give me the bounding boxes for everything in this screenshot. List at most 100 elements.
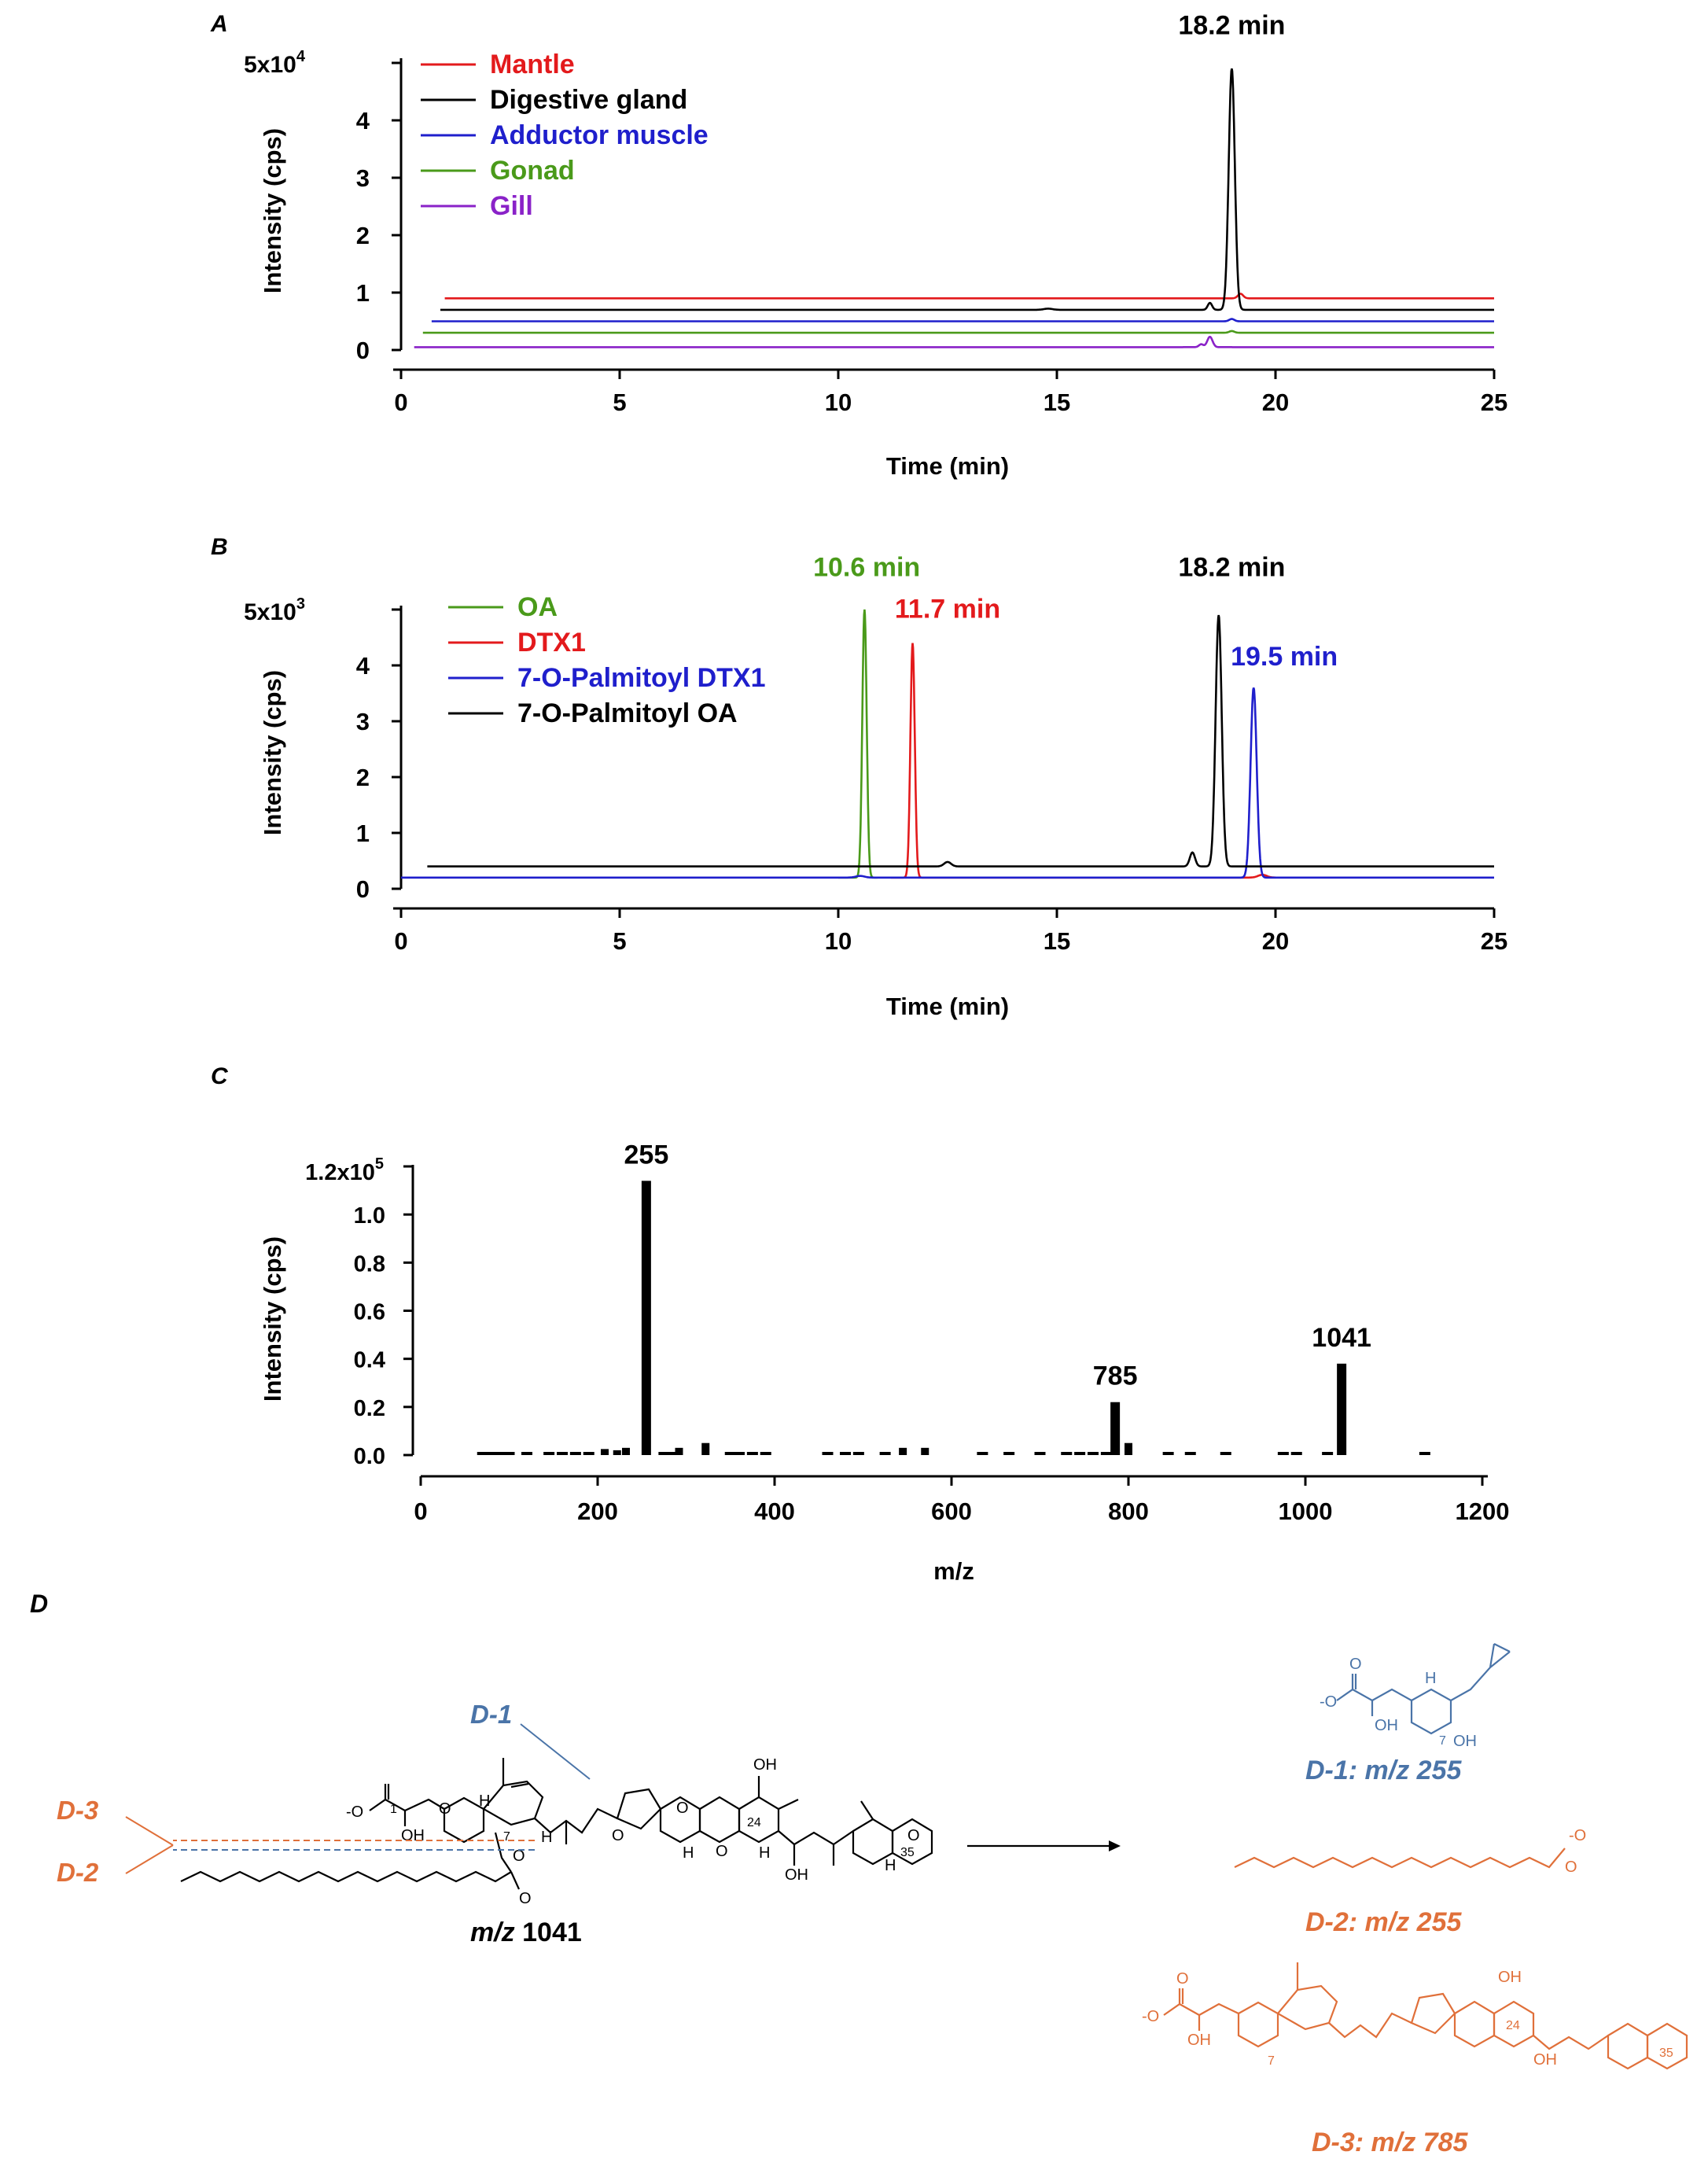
parent-atom-o-ring3: O [676, 1800, 689, 1817]
legend-entry: Digestive gland [490, 85, 687, 115]
parent-atom-h-4: H [759, 1844, 770, 1862]
noise-bar [823, 1452, 834, 1455]
noise-bar [1291, 1452, 1302, 1455]
parent-atom-o-thf: O [612, 1827, 624, 1844]
y-tick-label: 4 [356, 107, 370, 134]
x-tick-label: 0 [394, 389, 407, 416]
d3-atom-o-minus: -O [1142, 2008, 1159, 2025]
parent-atom-o-carbonyl: O [519, 1890, 532, 1907]
parent-ring-4 [700, 1797, 739, 1842]
y-tick-label: 2 [356, 222, 370, 249]
d3-atom-oh: OH [1187, 2032, 1211, 2049]
x-tick-label: 20 [1262, 927, 1289, 955]
noise-bar [1101, 1452, 1112, 1455]
spectrum-bar [701, 1443, 709, 1455]
parent-atom-oh-2: OH [753, 1756, 777, 1774]
panel-a-legend: Mantle Digestive gland Adductor muscle Gona… [421, 50, 709, 221]
x-tick-label: 10 [825, 389, 852, 416]
parent-atom-o-ring7: O [907, 1827, 920, 1844]
noise-bar [840, 1452, 851, 1455]
d3-atom-c24: 24 [1506, 2019, 1520, 2032]
noise-bar [1278, 1452, 1289, 1455]
y-tick-label: 1 [356, 279, 370, 307]
parent-carboxyl-bond [370, 1784, 385, 1811]
peak-annotation: 18.2 min [1178, 11, 1285, 41]
legend-entry: Mantle [490, 50, 575, 79]
parent-atom-h-1: H [479, 1792, 490, 1810]
noise-bar [1035, 1452, 1046, 1455]
series-line-dtx1 [891, 643, 1275, 878]
d2-caption: D-2: m/z 255 [1305, 1907, 1462, 1937]
noise-bar [668, 1452, 679, 1455]
noise-bar [504, 1452, 515, 1455]
spectrum-bar [1337, 1364, 1346, 1455]
legend-entry: 7-O-Palmitoyl DTX1 [517, 663, 766, 693]
d1-atom-h: H [1425, 1670, 1436, 1687]
noise-bar [747, 1452, 758, 1455]
d2-atom-o-minus: -O [1569, 1827, 1586, 1844]
spectrum-bar [899, 1448, 907, 1455]
parent-exo-methylene [779, 1800, 798, 1809]
d1-atom-o: O [1349, 1656, 1362, 1673]
noise-bar [760, 1452, 771, 1455]
parent-ring6-methyl [861, 1801, 873, 1819]
y-tick-label: 0.0 [354, 1444, 385, 1469]
peak-annotation: 19.5 min [1231, 642, 1338, 672]
d3-atom-c35: 35 [1659, 2047, 1673, 2060]
legend-entry: DTX1 [517, 628, 586, 658]
x-tick-label: 400 [754, 1498, 795, 1525]
noise-bar [977, 1452, 988, 1455]
series-line-gonad [423, 331, 1494, 333]
parent-atom-labels: -O 1 OH O H 7 O O H O O O OH 24 H H OH H… [346, 1756, 920, 1907]
y-tick-label: 0 [356, 875, 370, 903]
spectrum-bar [921, 1448, 929, 1455]
x-tick-label: 5 [613, 927, 626, 955]
y-tick-label: 0.4 [354, 1348, 385, 1373]
panel-b-label: B [211, 534, 228, 560]
panel-c-peak-labels: 255 785 1041 [624, 1140, 1371, 1391]
panel-b: B 01234 0 5 10 15 20 25 5x103 Time (min) Inte… [211, 534, 1507, 1020]
legend-entry: 7-O-Palmitoyl OA [517, 698, 738, 728]
x-tick-label: 15 [1044, 927, 1070, 955]
parent-atom-oh-3: OH [785, 1866, 808, 1884]
panel-a: A 01234 0 5 10 15 20 25 5x104 Time (min) Inte… [210, 11, 1507, 481]
spectrum-bar [613, 1450, 621, 1455]
noise-bar [1220, 1452, 1231, 1455]
noise-bar [1419, 1452, 1430, 1455]
y-tick-label: 1 [356, 820, 370, 847]
parent-chain-tail [779, 1831, 853, 1844]
panel-b-annotations: 10.6 min11.7 min18.2 min19.5 min [813, 552, 1338, 672]
series-line-gill [414, 337, 1494, 347]
series-line-mantle [445, 294, 1494, 299]
spectrum-bar [1125, 1443, 1132, 1455]
parent-ring-2 [484, 1781, 543, 1825]
d1-atom-c7: 7 [1439, 1734, 1446, 1748]
noise-bar [1322, 1452, 1333, 1455]
d2-atom-o: O [1565, 1859, 1577, 1876]
noise-bar [1003, 1452, 1014, 1455]
parent-atom-h-3: H [683, 1844, 694, 1862]
parent-atom-oh-1: OH [401, 1827, 425, 1844]
peak-mz-label: 255 [624, 1140, 669, 1170]
parent-atom-c7: 7 [503, 1830, 510, 1844]
series-line-oa [838, 610, 878, 878]
x-tick-label: 0 [414, 1498, 427, 1525]
d3-caption: D-3: m/z 785 [1312, 2128, 1468, 2157]
d3-arrow [126, 1817, 173, 1845]
legend-entry: Gill [490, 191, 533, 221]
noise-bar [1074, 1452, 1085, 1455]
parent-atom-c24: 24 [747, 1816, 761, 1829]
y-tick-label: 2 [356, 764, 370, 791]
series-line-adductor-muscle [432, 319, 1494, 322]
noise-bar [734, 1452, 745, 1455]
x-tick-label: 200 [577, 1498, 618, 1525]
legend-entry: OA [517, 592, 558, 622]
parent-thf-ring [617, 1789, 661, 1829]
d3-atom-oh-2: OH [1498, 1969, 1522, 1986]
panel-a-y-label: Intensity (cps) [259, 128, 286, 293]
parent-atom-o-ring4: O [716, 1843, 728, 1860]
panel-c-x-label: m/z [933, 1557, 974, 1585]
noise-bar [521, 1452, 532, 1455]
x-tick-label: 5 [613, 389, 626, 416]
y-tick-label: 0.6 [354, 1300, 385, 1325]
